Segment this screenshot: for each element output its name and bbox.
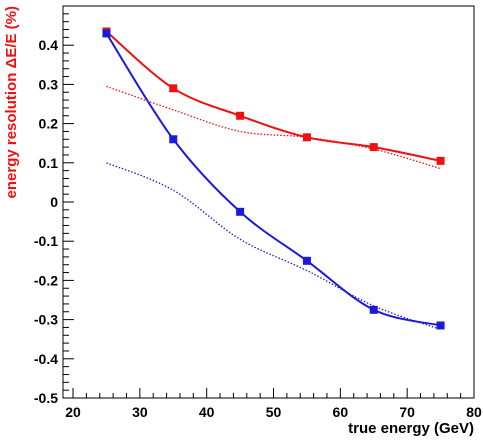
red-data-point-marker — [169, 84, 178, 93]
x-tick-label: 70 — [399, 404, 415, 420]
red-data-point-marker — [436, 156, 445, 165]
x-tick-label: 80 — [466, 404, 482, 420]
x-axis-title: true energy (GeV) — [348, 420, 474, 437]
blue-dotted-series-line — [106, 162, 441, 331]
x-tick-label: 20 — [65, 404, 81, 420]
x-tick-label: 60 — [333, 404, 349, 420]
x-tick-label: 50 — [266, 404, 282, 420]
x-tick-label: 30 — [132, 404, 148, 420]
red-data-point-marker — [236, 111, 245, 120]
x-tick-label: 40 — [199, 404, 215, 420]
blue-data-point-marker — [369, 305, 378, 314]
red-dotted-series-line — [106, 85, 441, 170]
blue-data-point-marker — [436, 321, 445, 330]
red-solid-series-line — [105, 30, 441, 162]
blue-data-point-marker — [102, 29, 111, 38]
series-group — [102, 27, 445, 331]
y-tick-label: -0.2 — [34, 272, 58, 288]
y-tick-label: -0.4 — [34, 351, 58, 367]
tick-marks — [63, 13, 475, 399]
blue-data-point-marker — [169, 135, 178, 144]
y-tick-label: 0.2 — [39, 116, 59, 132]
y-tick-label: -0.1 — [34, 233, 58, 249]
y-tick-label: -0.3 — [34, 312, 58, 328]
y-tick-label: -0.5 — [34, 390, 58, 406]
blue-data-point-marker — [302, 256, 311, 265]
y-tick-label: 0.4 — [39, 37, 59, 53]
red-data-point-marker — [302, 133, 311, 142]
y-axis-title: energy resolution ΔE/E (%) — [3, 6, 20, 198]
y-tick-label: 0.1 — [39, 155, 59, 171]
y-tick-label: 0.3 — [39, 76, 59, 92]
x-tick-labels: 20 30 40 50 60 70 80 — [65, 404, 482, 420]
red-data-point-marker — [369, 143, 378, 152]
y-tick-label: 0 — [50, 194, 58, 210]
blue-data-point-marker — [236, 207, 245, 216]
y-tick-labels: -0.5 -0.4 -0.3 -0.2 -0.1 0 0.1 0.2 0.3 0.4 — [34, 37, 58, 406]
